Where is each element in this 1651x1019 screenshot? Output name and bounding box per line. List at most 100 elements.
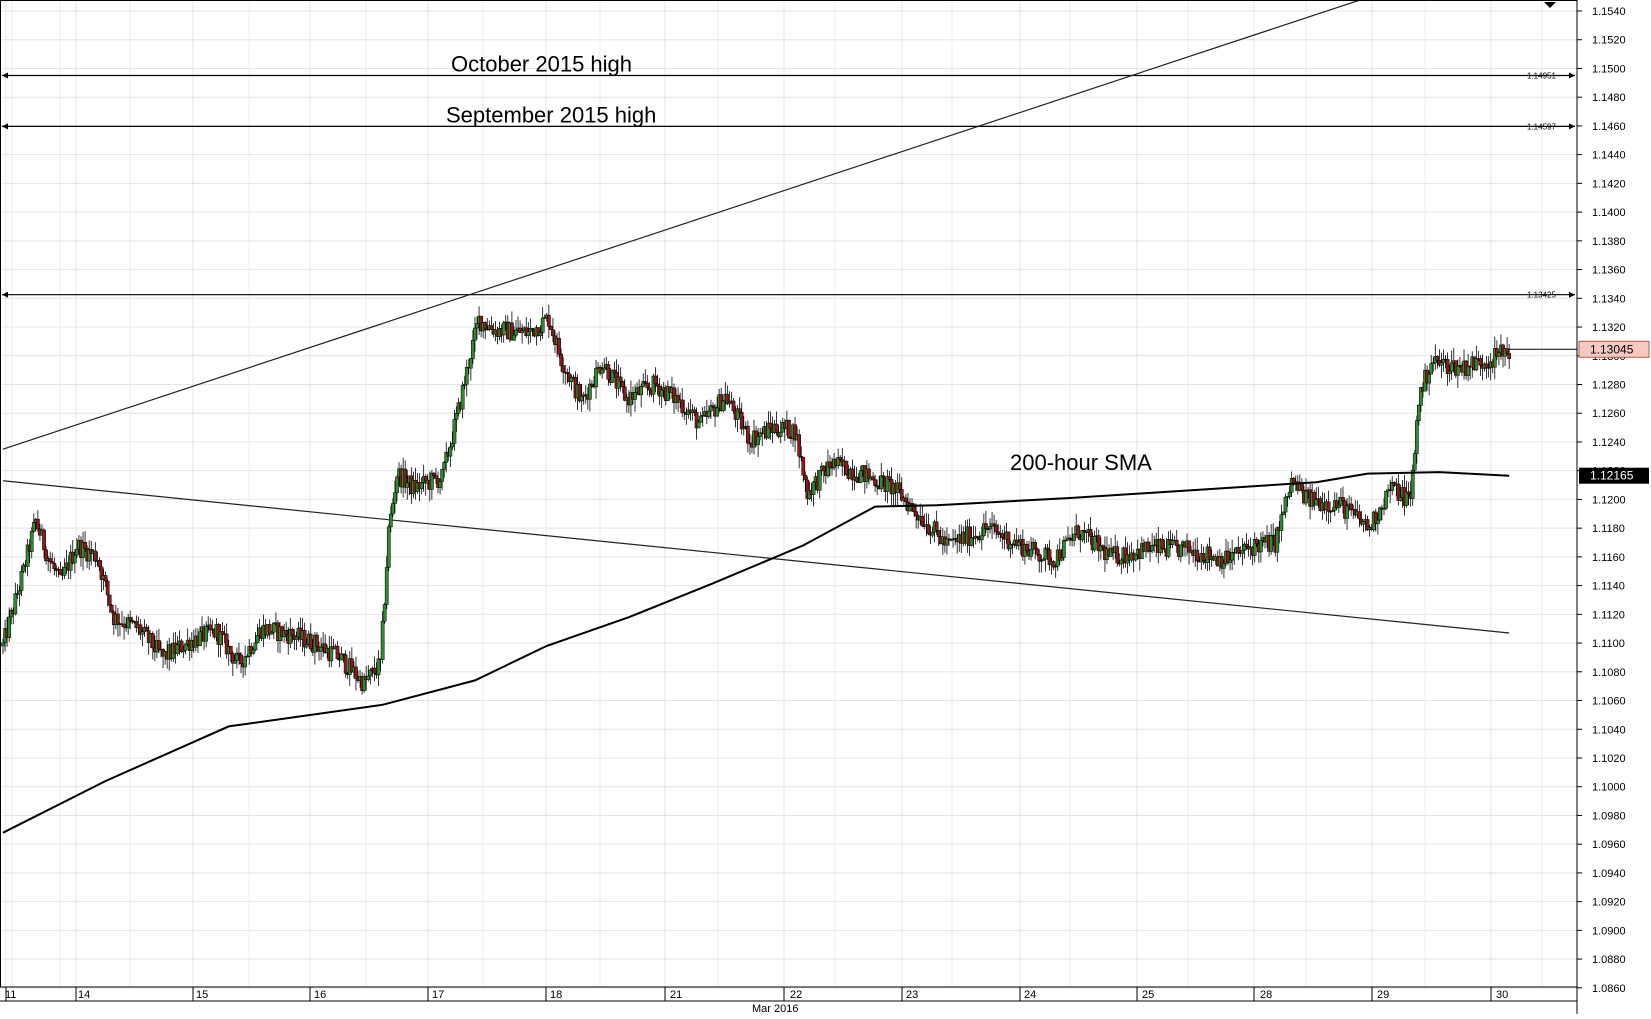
candle[interactable] xyxy=(528,318,533,343)
candle[interactable] xyxy=(828,455,832,477)
candle[interactable] xyxy=(1361,521,1366,533)
candle[interactable] xyxy=(692,406,697,416)
candle[interactable] xyxy=(1507,343,1512,370)
candle[interactable] xyxy=(235,647,239,669)
candle[interactable] xyxy=(1150,533,1154,554)
candle[interactable] xyxy=(992,514,996,535)
candle[interactable] xyxy=(438,478,442,495)
candle[interactable] xyxy=(290,627,295,643)
candle[interactable] xyxy=(1427,370,1431,396)
candle[interactable] xyxy=(1076,524,1081,540)
candle[interactable] xyxy=(87,540,92,570)
candle[interactable] xyxy=(536,327,541,337)
candle[interactable] xyxy=(645,375,650,396)
candle[interactable] xyxy=(904,494,908,511)
candle[interactable] xyxy=(1072,533,1076,547)
candle[interactable] xyxy=(354,656,358,691)
candle[interactable] xyxy=(988,518,992,534)
candle[interactable] xyxy=(448,441,453,468)
candle[interactable] xyxy=(1474,345,1479,371)
candle[interactable] xyxy=(1160,534,1165,554)
candle[interactable] xyxy=(887,471,892,482)
candle[interactable] xyxy=(444,442,449,473)
candle[interactable] xyxy=(540,306,545,339)
candle[interactable] xyxy=(97,557,102,572)
candle[interactable] xyxy=(698,411,703,423)
candle[interactable] xyxy=(44,546,48,565)
candle[interactable] xyxy=(871,472,875,482)
candle[interactable] xyxy=(1096,529,1101,562)
candle[interactable] xyxy=(29,527,34,559)
candle[interactable] xyxy=(1281,511,1286,516)
candle[interactable] xyxy=(530,327,535,337)
candle[interactable] xyxy=(542,314,547,319)
candle[interactable] xyxy=(1174,529,1179,553)
candle[interactable] xyxy=(434,467,438,484)
candle[interactable] xyxy=(442,461,447,478)
candle[interactable] xyxy=(1412,450,1417,472)
candle[interactable] xyxy=(430,469,434,500)
candle[interactable] xyxy=(245,654,250,658)
candle[interactable] xyxy=(836,448,841,470)
candle[interactable] xyxy=(372,656,377,682)
candle[interactable] xyxy=(766,411,771,439)
candle[interactable] xyxy=(1133,554,1138,562)
candle[interactable] xyxy=(1441,349,1446,372)
candle[interactable] xyxy=(1337,496,1341,513)
candle[interactable] xyxy=(1008,540,1013,558)
candle[interactable] xyxy=(1033,539,1038,560)
candle[interactable] xyxy=(569,374,574,391)
candle[interactable] xyxy=(21,562,26,574)
candle[interactable] xyxy=(830,457,834,476)
candle[interactable] xyxy=(622,378,627,402)
candle[interactable] xyxy=(731,398,736,414)
candle[interactable] xyxy=(590,380,594,389)
candle[interactable] xyxy=(138,619,143,640)
candle[interactable] xyxy=(228,645,233,662)
candle[interactable] xyxy=(602,358,607,373)
candle[interactable] xyxy=(897,473,902,494)
candle[interactable] xyxy=(709,399,713,420)
candle[interactable] xyxy=(1275,526,1280,563)
candle[interactable] xyxy=(1484,356,1489,379)
candle[interactable] xyxy=(1170,533,1175,549)
candle[interactable] xyxy=(419,477,424,495)
candle[interactable] xyxy=(81,531,85,571)
candle[interactable] xyxy=(1041,557,1046,561)
candle[interactable] xyxy=(150,631,155,660)
candle[interactable] xyxy=(982,513,986,538)
candle[interactable] xyxy=(319,637,323,660)
candle[interactable] xyxy=(19,565,24,597)
candle[interactable] xyxy=(1439,352,1444,379)
candle[interactable] xyxy=(577,381,582,403)
candle[interactable] xyxy=(1098,537,1103,560)
candle[interactable] xyxy=(1220,552,1224,575)
candle[interactable] xyxy=(7,607,12,642)
candle[interactable] xyxy=(1497,351,1501,366)
candle[interactable] xyxy=(501,320,506,343)
candle[interactable] xyxy=(1207,537,1212,571)
candle[interactable] xyxy=(1053,564,1058,578)
candle[interactable] xyxy=(267,619,272,640)
candle[interactable] xyxy=(1384,490,1388,511)
candle[interactable] xyxy=(208,618,213,637)
candle[interactable] xyxy=(1398,485,1403,502)
candle[interactable] xyxy=(600,362,605,379)
candle[interactable] xyxy=(1382,498,1386,516)
candle[interactable] xyxy=(1064,535,1068,542)
candle[interactable] xyxy=(440,468,444,491)
candle[interactable] xyxy=(140,627,145,647)
candle[interactable] xyxy=(1236,536,1241,561)
candle[interactable] xyxy=(725,385,730,405)
candle[interactable] xyxy=(653,367,658,393)
candle[interactable] xyxy=(454,406,459,432)
candle[interactable] xyxy=(366,665,371,682)
candle[interactable] xyxy=(867,463,871,485)
candle[interactable] xyxy=(1287,486,1292,500)
candle[interactable] xyxy=(700,407,705,427)
candle[interactable] xyxy=(1349,496,1354,516)
candle[interactable] xyxy=(854,466,859,484)
candle[interactable] xyxy=(1269,524,1273,555)
candle[interactable] xyxy=(255,623,260,644)
candle[interactable] xyxy=(1373,508,1378,532)
